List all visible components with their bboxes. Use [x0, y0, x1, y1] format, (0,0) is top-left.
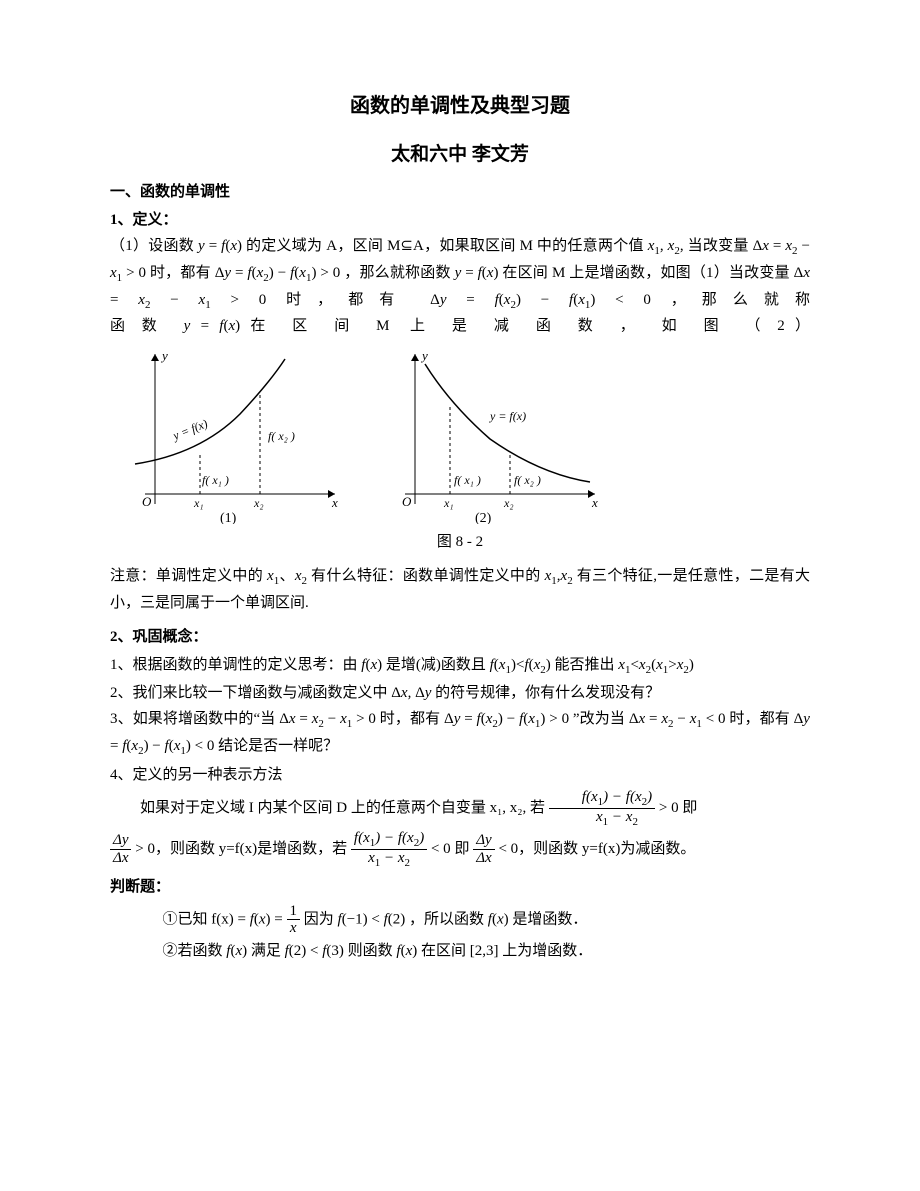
fig2-origin: O: [402, 494, 412, 509]
fig2-fx2: f( x₂ ): [514, 473, 541, 487]
fig2-x-axis: x: [591, 495, 598, 510]
figure-2: O x y y = f(x) x₁ x₂ f( x₁ ) f( x₂ ) (2): [380, 344, 610, 524]
frac-4: Δy Δx: [473, 832, 494, 866]
frac-1: f(x1) − f(x2) x1 − x2: [549, 789, 655, 828]
judge-2: ②若函数 f(x) 满足 f(2) < f(3) 则函数 f(x) 在区间 [2…: [163, 939, 811, 963]
fig1-x2: x₂: [253, 496, 264, 510]
figure-1: O x y y = f(x) x₁ x₂ f( x₁ ) f( x₂ ) (1): [120, 344, 350, 524]
fig2-subcap: (2): [475, 511, 492, 524]
page-subtitle: 太和六中 李文芳: [110, 140, 810, 170]
section-2-head: 2、巩固概念：: [110, 625, 810, 649]
frac4-de: Δx: [473, 850, 494, 867]
q4-text-b: 即: [682, 800, 697, 816]
j1-frac-nu: 1: [287, 903, 301, 921]
fig1-x-axis: x: [331, 495, 338, 510]
frac-3: f(x1) − f(x2) x1 − x2: [351, 830, 427, 869]
frac-2: Δy Δx: [110, 832, 131, 866]
frac4-nu: Δy: [473, 832, 494, 850]
fig1-fx1: f( x₁ ): [202, 473, 229, 487]
q4-text-a: 如果对于定义域 I 内某个区间 D 上的任意两个自变量 x₁, x₂, 若: [140, 800, 545, 816]
judge-head: 判断题：: [110, 875, 810, 899]
frac4-tail: < 0: [495, 841, 518, 857]
q4: 4、定义的另一种表示方法: [110, 763, 810, 787]
fig1-fx2: f( x₂ ): [268, 429, 295, 443]
figure-caption: 图 8 - 2: [110, 530, 810, 554]
judge-1: ①已知 f(x) = f(x) = 1 x 因为 f(−1) < f(2) ，所…: [163, 903, 811, 937]
fig2-x1: x₁: [443, 496, 454, 510]
note-1: 注意：单调性定义中的 x1、x2 有什么特征：函数单调性定义中的 x1,x2 有…: [110, 564, 810, 615]
page-title: 函数的单调性及典型习题: [110, 90, 810, 122]
frac2-tail: > 0: [131, 841, 154, 857]
frac3-de: x1 − x2: [351, 850, 427, 869]
q4-body-line1: 如果对于定义域 I 内某个区间 D 上的任意两个自变量 x₁, x₂, 若 f(…: [110, 789, 810, 828]
fig2-fx1: f( x₁ ): [454, 473, 481, 487]
frac1-tail: > 0: [655, 800, 678, 816]
frac2-de: Δx: [110, 850, 131, 867]
definition-body: （1）设函数 y = f(x) 的定义域为 A，区间 M⊆A，如果取区间 M 中…: [110, 234, 810, 338]
fig1-subcap: (1): [220, 511, 237, 524]
fig2-y-axis: y: [420, 348, 428, 363]
frac3-tail: < 0: [427, 841, 450, 857]
fig2-x2: x₂: [503, 496, 514, 510]
j1-frac: 1 x: [287, 903, 301, 937]
def-label: 1、定义：: [110, 212, 178, 228]
fig1-origin: O: [142, 494, 152, 509]
frac1-nu: f(x1) − f(x2): [549, 789, 655, 809]
definition-head: 1、定义：: [110, 208, 810, 232]
j1-a: ①已知 f(x) =: [163, 911, 250, 927]
q4-text-d: 即: [454, 841, 469, 857]
fig1-x1: x₁: [193, 496, 204, 510]
fig2-curve-label: y = f(x): [489, 409, 526, 423]
figure-row: O x y y = f(x) x₁ x₂ f( x₁ ) f( x₂ ) (1)…: [120, 344, 810, 524]
q2: 2、我们来比较一下增函数与减函数定义中 Δx, Δy 的符号规律，你有什么发现没…: [110, 681, 810, 705]
q4-text-c: ，则函数 y=f(x)是增函数，若: [155, 841, 347, 857]
q1: 1、根据函数的单调性的定义思考：由 f(x) 是增(减)函数且 f(x1)<f(…: [110, 653, 810, 680]
q4-body-line2: Δy Δx > 0，则函数 y=f(x)是增函数，若 f(x1) − f(x2)…: [110, 830, 810, 869]
frac2-nu: Δy: [110, 832, 131, 850]
fig1-y-axis: y: [160, 348, 168, 363]
fig1-curve-label: y = f(x): [170, 416, 210, 443]
q3: 3、如果将增函数中的“当 Δx = x2 − x1 > 0 时，都有 Δy = …: [110, 707, 810, 760]
j1-frac-de: x: [287, 920, 301, 937]
frac3-nu: f(x1) − f(x2): [351, 830, 427, 850]
frac1-de: x1 − x2: [549, 809, 655, 828]
section-1-head: 一、函数的单调性: [110, 180, 810, 204]
q4-text-e: ，则函数 y=f(x)为减函数。: [518, 841, 695, 857]
